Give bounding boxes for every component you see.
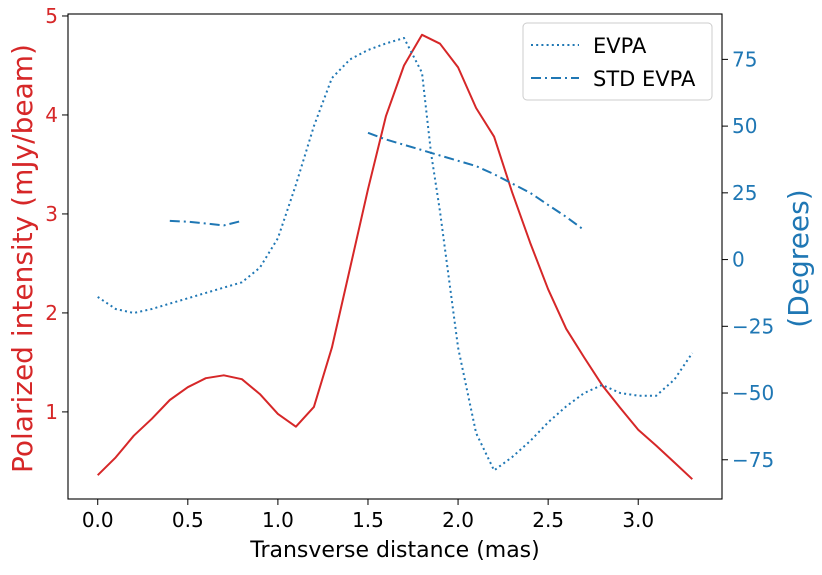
plot-frame xyxy=(67,13,723,500)
left-tick-label: 2 xyxy=(45,301,58,325)
right-axis-ticks: −75 −50 −25 0 25 50 75 xyxy=(722,47,774,472)
left-axis-ticks: 1 2 3 4 5 xyxy=(45,4,68,424)
legend: EVPA STD EVPA xyxy=(522,22,713,101)
right-axis-label: (Degrees) xyxy=(782,189,815,327)
series-line-polarized-intensity xyxy=(96,33,693,480)
x-tick-label: 1.5 xyxy=(352,508,384,532)
plot-series xyxy=(96,33,694,480)
legend-label-evpa: EVPA xyxy=(593,34,647,58)
right-tick-label: −25 xyxy=(732,314,774,338)
left-tick-label: 3 xyxy=(45,202,58,226)
right-tick-label: −75 xyxy=(732,448,774,472)
legend-box xyxy=(522,22,713,101)
x-tick-label: 1.0 xyxy=(262,508,294,532)
series-line-evpa xyxy=(97,37,694,472)
left-tick-label: 1 xyxy=(45,400,58,424)
left-tick-label: 5 xyxy=(45,4,58,28)
right-tick-label: 25 xyxy=(732,181,757,205)
left-tick-label: 4 xyxy=(45,103,58,127)
legend-label-std-evpa: STD EVPA xyxy=(593,67,696,91)
left-axis-label: Polarized intensity (mJy/beam) xyxy=(6,44,39,473)
x-tick-label: 0.5 xyxy=(172,508,204,532)
series-line-std-evpa xyxy=(367,131,585,232)
x-axis-label: Transverse distance (mas) xyxy=(249,538,539,563)
x-axis-ticks: 0.0 0.5 1.0 1.5 2.0 2.5 3.0 xyxy=(82,499,654,532)
x-tick-label: 2.5 xyxy=(532,508,564,532)
x-tick-label: 0.0 xyxy=(82,508,114,532)
right-tick-label: 75 xyxy=(732,47,757,71)
series-line-std-evpa xyxy=(169,219,243,227)
right-tick-label: 50 xyxy=(732,114,757,138)
x-tick-label: 2.0 xyxy=(442,508,474,532)
right-tick-label: −50 xyxy=(732,381,774,405)
right-tick-label: 0 xyxy=(732,248,745,272)
x-tick-label: 3.0 xyxy=(622,508,654,532)
